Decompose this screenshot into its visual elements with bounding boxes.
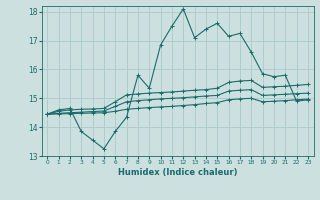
X-axis label: Humidex (Indice chaleur): Humidex (Indice chaleur) — [118, 168, 237, 177]
